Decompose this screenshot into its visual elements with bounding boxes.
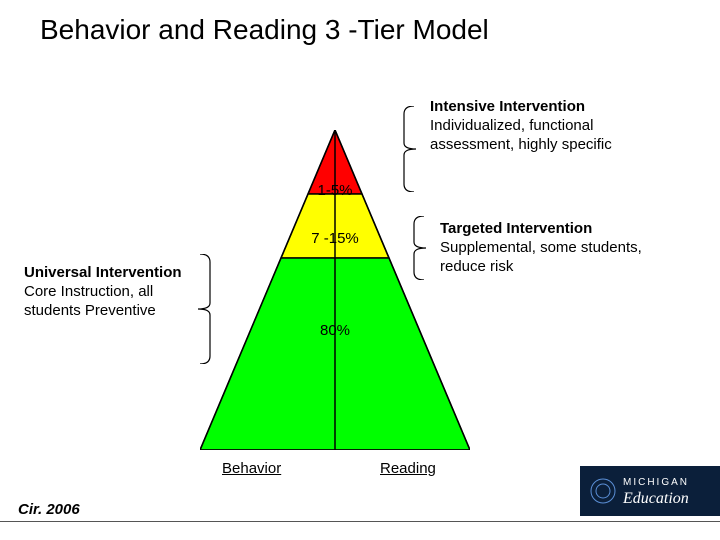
triangle-svg — [200, 130, 470, 450]
logo-seal-icon — [591, 479, 615, 503]
tier-triangle: 1-5% 7 -15% 80% — [200, 130, 470, 450]
logo-svg: MICHIGAN Education — [585, 469, 715, 513]
axis-behavior: Behavior — [222, 460, 281, 477]
footer-divider — [0, 521, 720, 522]
callout-universal: Universal Intervention Core Instruction,… — [24, 264, 214, 320]
axis-reading: Reading — [380, 460, 436, 477]
tier-top-label: 1-5% — [317, 182, 352, 199]
tier-middle-label: 7 -15% — [311, 230, 359, 247]
callout-targeted: Targeted Intervention Supplemental, some… — [440, 220, 660, 276]
page-title: Behavior and Reading 3 -Tier Model — [40, 14, 489, 46]
logo-text-bottom: Education — [622, 490, 689, 507]
logo-michigan-education: MICHIGAN Education — [580, 466, 720, 516]
logo-seal-inner-icon — [596, 484, 610, 498]
callout-intensive-title: Intensive Intervention — [430, 98, 585, 115]
callout-universal-body: Core Instruction, all students Preventiv… — [24, 283, 156, 319]
citation: Cir. 2006 — [18, 501, 80, 518]
callout-universal-title: Universal Intervention — [24, 264, 182, 281]
callout-intensive-body: Individualized, functional assessment, h… — [430, 117, 612, 153]
callout-intensive: Intensive Intervention Individualized, f… — [430, 98, 660, 154]
tier-bottom-label: 80% — [320, 322, 350, 339]
callout-targeted-body: Supplemental, some students, reduce risk — [440, 239, 642, 275]
callout-targeted-title: Targeted Intervention — [440, 220, 592, 237]
logo-text-top: MICHIGAN — [623, 477, 689, 488]
